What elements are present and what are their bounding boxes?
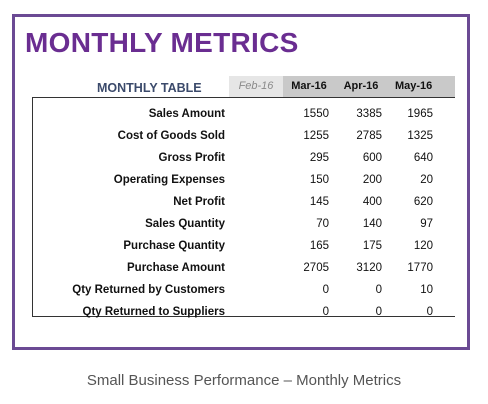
- row-label: Cost of Goods Sold: [117, 130, 225, 142]
- table-row: Sales Amount 1550 3385 1965: [33, 104, 455, 126]
- metrics-table: Sales Amount 1550 3385 1965 Cost of Goods So…: [32, 97, 455, 318]
- table-header: MONTHLY TABLE Feb-16 Mar-16 Apr-16 May-1…: [32, 76, 455, 97]
- table-cell: 1770: [407, 262, 433, 274]
- month-header-mar: Mar-16: [283, 76, 335, 97]
- table-cell: 620: [413, 196, 433, 208]
- table-row: Purchase Amount 2705 3120 1770: [33, 258, 455, 280]
- table-cell: 97: [420, 218, 433, 230]
- month-header-may: May-16: [387, 76, 455, 97]
- row-label: Gross Profit: [158, 152, 225, 164]
- row-label: Purchase Quantity: [123, 240, 225, 252]
- metrics-frame: MONTHLY METRICS: [12, 14, 470, 350]
- table-row: Purchase Quantity 165 175 120: [33, 236, 455, 258]
- table-cell: 120: [413, 240, 433, 252]
- table-cell: 165: [309, 240, 329, 252]
- table-cell: 1325: [407, 130, 433, 142]
- table-cell: 140: [362, 218, 382, 230]
- table-cell: 0: [322, 284, 329, 296]
- table-cell: 2705: [303, 262, 329, 274]
- table-cell: 20: [420, 174, 433, 186]
- table-cell: 10: [420, 284, 433, 296]
- table-cell: 0: [426, 306, 433, 318]
- table-row: Qty Returned to Suppliers 0 0 0: [33, 302, 455, 324]
- table-cell: 175: [362, 240, 382, 252]
- table-cell: 200: [362, 174, 382, 186]
- table-cell: 3385: [356, 108, 382, 120]
- table-cell: 400: [362, 196, 382, 208]
- row-label: Operating Expenses: [113, 174, 225, 186]
- table-row: Sales Quantity 70 140 97: [33, 214, 455, 236]
- figure-caption: Small Business Performance – Monthly Met…: [86, 372, 402, 389]
- table-cell: 600: [362, 152, 382, 164]
- table-label: MONTHLY TABLE: [97, 81, 202, 95]
- table-row: Net Profit 145 400 620: [33, 192, 455, 214]
- row-label: Sales Amount: [148, 108, 225, 120]
- table-cell: 295: [309, 152, 329, 164]
- month-header-feb: Feb-16: [229, 76, 283, 97]
- table-row: Cost of Goods Sold 1255 2785 1325: [33, 126, 455, 148]
- row-label: Purchase Amount: [127, 262, 225, 274]
- table-cell: 145: [309, 196, 329, 208]
- table-cell: 70: [316, 218, 329, 230]
- month-header-apr: Apr-16: [335, 76, 387, 97]
- table-row: Operating Expenses 150 200 20: [33, 170, 455, 192]
- row-label: Net Profit: [173, 196, 225, 208]
- table-cell: 0: [375, 284, 382, 296]
- table-cell: 640: [413, 152, 433, 164]
- table-cell: 3120: [356, 262, 382, 274]
- table-cell: 0: [375, 306, 382, 318]
- table-cell: 1255: [303, 130, 329, 142]
- row-label: Qty Returned by Customers: [72, 284, 225, 296]
- row-label: Sales Quantity: [145, 218, 225, 230]
- table-cell: 1550: [303, 108, 329, 120]
- table-cell: 1965: [407, 108, 433, 120]
- table-cell: 0: [322, 306, 329, 318]
- table-row: Gross Profit 295 600 640: [33, 148, 455, 170]
- table-row: Qty Returned by Customers 0 0 10: [33, 280, 455, 302]
- table-cell: 2785: [356, 130, 382, 142]
- page-title: MONTHLY METRICS: [25, 27, 299, 58]
- row-label: Qty Returned to Suppliers: [82, 306, 226, 318]
- table-cell: 150: [309, 174, 329, 186]
